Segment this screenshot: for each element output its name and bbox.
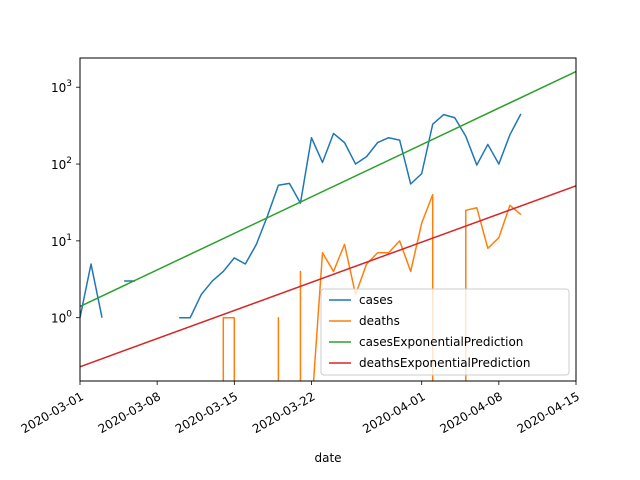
legend-label: deaths: [359, 314, 400, 328]
legend-label: deathsExponentialPrediction: [359, 356, 531, 370]
series-line-2: [80, 70, 576, 308]
legend-label: casesExponentialPrediction: [359, 335, 523, 349]
series-line-1: [222, 193, 522, 381]
y-tick-label: 102: [51, 156, 72, 172]
series-line-3: [80, 185, 576, 368]
legend-label: cases: [359, 293, 393, 307]
series-layer: [80, 70, 576, 381]
y-tick-label: 100: [51, 310, 72, 326]
legend-box: [320, 288, 570, 376]
plot-frame: [79, 57, 577, 382]
y-tick-label: 101: [51, 233, 72, 249]
y-tick-label: 103: [51, 79, 72, 95]
legend: cases deaths casesExponentialPrediction dea…: [320, 288, 570, 376]
x-axis-label: date: [314, 451, 341, 465]
